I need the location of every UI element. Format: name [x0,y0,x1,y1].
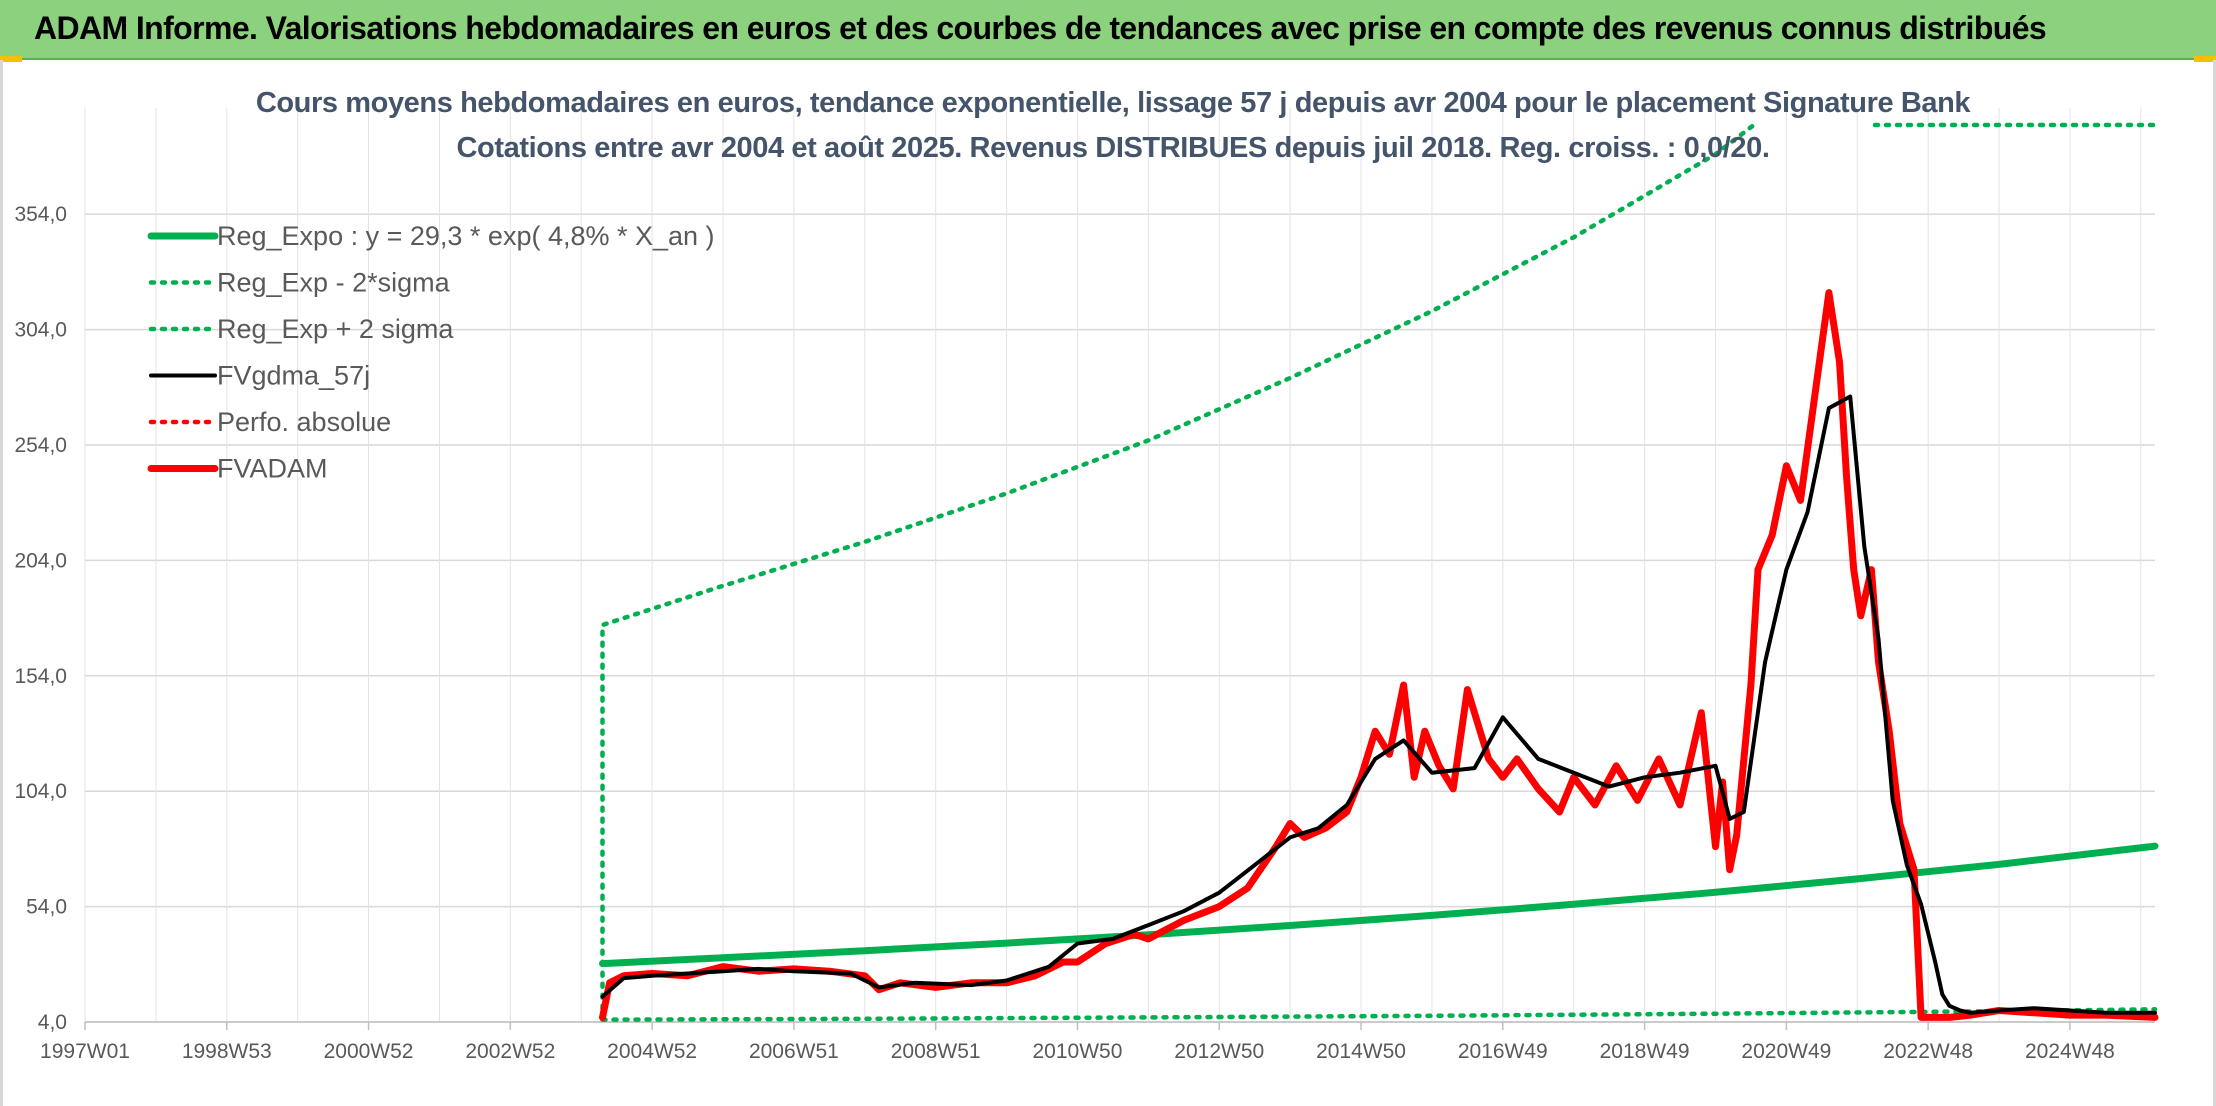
legend-label: FVgdma_57j [217,361,370,391]
grid [84,108,2155,1023]
x-tick-label: 2018W49 [1600,1040,1690,1063]
x-tick-label: 1997W01 [40,1040,130,1063]
x-tick-label: 2020W49 [1741,1040,1831,1063]
y-tick-label: 154,0 [14,665,67,688]
legend-label: FVADAM [217,454,328,484]
report-title: ADAM Informe. Valorisations hebdomadaire… [34,10,2047,46]
y-axis: 4,0 54,0 104,0 154,0 204,0 254,0 304,0 354,0 [14,203,67,1034]
report-banner: ADAM Informe. Valorisations hebdomadaire… [0,0,2216,60]
x-tick-label: 2024W48 [2025,1040,2115,1063]
corner-accent-left [0,56,22,62]
x-tick-label: 2014W50 [1316,1040,1406,1063]
x-tick-label: 2016W49 [1458,1040,1548,1063]
x-tick-label: 1998W53 [182,1040,272,1063]
x-tick-label: 2010W50 [1033,1040,1123,1063]
x-tick-label: 2022W48 [1883,1040,1973,1063]
legend-label: Reg_Exp + 2 sigma [217,314,454,344]
legend-label: Reg_Exp - 2*sigma [217,268,451,298]
y-tick-label: 354,0 [14,203,67,226]
corner-accent-right [2194,56,2216,62]
y-tick-label: 204,0 [14,549,67,572]
y-tick-label: 304,0 [14,319,67,342]
legend-label: Perfo. absolue [217,407,391,437]
x-axis: 1997W01 1998W53 2000W52 2002W52 2004W52 2006W… [40,1022,2115,1063]
x-tick-label: 2008W51 [891,1040,981,1063]
legend-label: Reg_Expo : y = 29,3 * exp( 4,8% * X_an ) [217,221,715,251]
chart-title-line-1: Cours moyens hebdomadaires en euros, ten… [256,87,1972,119]
x-tick-label: 2002W52 [465,1040,555,1063]
legend: Reg_Expo : y = 29,3 * exp( 4,8% * X_an )… [147,221,715,484]
x-tick-label: 2012W50 [1174,1040,1264,1063]
y-tick-label: 104,0 [14,780,67,803]
y-tick-label: 254,0 [14,434,67,457]
series-line-0 [599,842,2159,968]
series-line-2 [600,119,1761,1022]
x-tick-label: 2006W51 [749,1040,839,1063]
x-tick-label: 2004W52 [607,1040,697,1063]
chart-title-line-2: Cotations entre avr 2004 et août 2025. R… [456,132,1769,164]
series-layer [599,119,2159,1022]
price-chart: 4,0 54,0 104,0 154,0 204,0 254,0 304,0 354,0 19… [14,87,2159,1063]
series-line-3 [600,394,2157,1015]
chart-area: 4,0 54,0 104,0 154,0 204,0 254,0 304,0 354,0 19… [0,60,2216,1106]
y-tick-label: 54,0 [26,896,67,919]
y-tick-label: 4,0 [38,1011,67,1034]
x-tick-label: 2000W52 [324,1040,414,1063]
